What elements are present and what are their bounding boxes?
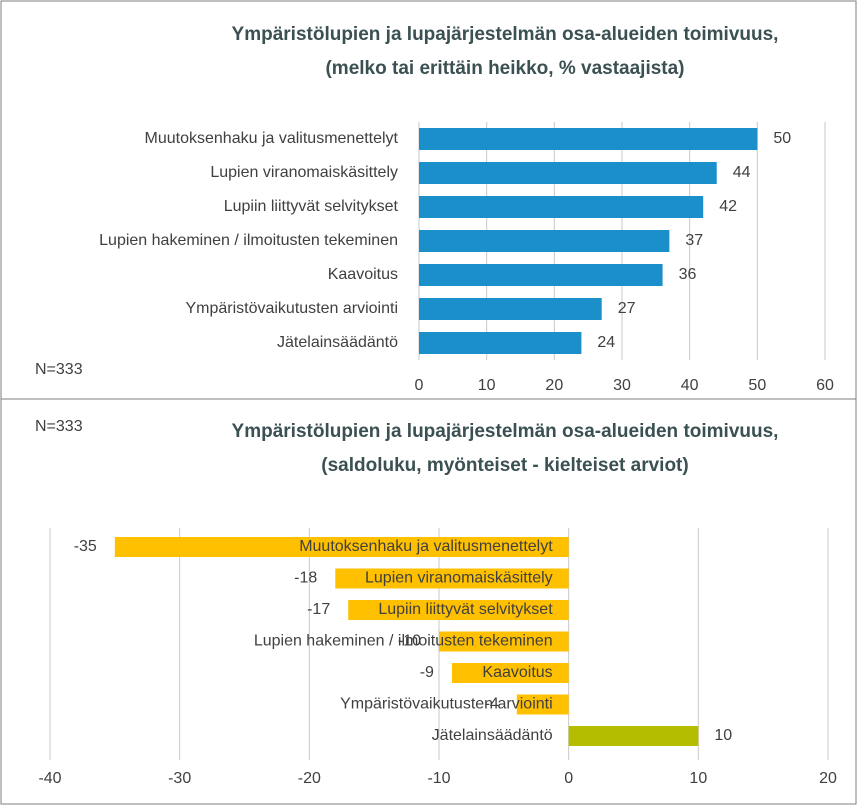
- x-tick-label: 0: [415, 377, 424, 394]
- annotation: N=333: [35, 418, 83, 435]
- value-label: -35: [74, 538, 97, 555]
- bar: [114, 537, 569, 557]
- x-tick-label: -10: [427, 770, 450, 787]
- value-label: 24: [597, 334, 615, 351]
- value-label: -9: [420, 664, 434, 681]
- value-label: 50: [773, 130, 791, 147]
- category-label: Lupiin liittyvät selvitykset: [224, 198, 399, 215]
- category-label: Lupien hakeminen / ilmoitusten tekeminen: [99, 232, 398, 249]
- x-tick-label: -20: [298, 770, 321, 787]
- chart-subtitle: (melko tai erittäin heikko, % vastaajist…: [325, 58, 684, 79]
- category-label: Jätelainsäädäntö: [432, 727, 553, 744]
- bar: [439, 631, 569, 652]
- x-tick-label: -30: [168, 770, 191, 787]
- category-label: Lupien viranomaiskäsittely: [365, 570, 553, 587]
- category-label: Kaavoitus: [482, 664, 552, 681]
- category-label: Jätelainsäädäntö: [277, 334, 398, 351]
- bar: [568, 726, 699, 746]
- value-label: 36: [679, 266, 697, 283]
- category-label: Muutoksenhaku ja valitusmenettelyt: [145, 130, 399, 147]
- bar: [419, 196, 704, 218]
- x-tick-label: 40: [681, 377, 699, 394]
- x-tick-label: 30: [613, 377, 631, 394]
- category-label: Ympäristövaikutusten arviointi: [185, 300, 398, 317]
- x-tick-label: 20: [545, 377, 563, 394]
- value-label: 27: [618, 300, 636, 317]
- x-tick-label: 50: [748, 377, 766, 394]
- bar: [348, 600, 569, 620]
- x-tick-label: 0: [564, 770, 573, 787]
- value-label: 42: [719, 198, 737, 215]
- bar: [419, 332, 582, 354]
- value-label: -4: [485, 696, 499, 713]
- bar: [335, 568, 569, 589]
- bar: [516, 694, 569, 715]
- bar: [419, 128, 758, 150]
- bar: [419, 230, 670, 252]
- x-tick-label: 10: [478, 377, 496, 394]
- value-label: 10: [714, 727, 732, 744]
- category-label: Lupien hakeminen / ilmoitusten tekeminen: [254, 633, 553, 650]
- category-label: Lupiin liittyvät selvitykset: [378, 601, 553, 618]
- chart-title: Ympäristölupien ja lupajärjestelmän osa-…: [232, 421, 779, 442]
- category-label: Muutoksenhaku ja valitusmenettelyt: [299, 538, 553, 555]
- x-tick-label: 20: [819, 770, 837, 787]
- x-tick-label: 10: [689, 770, 707, 787]
- x-tick-label: -40: [38, 770, 61, 787]
- x-tick-label: 60: [816, 377, 834, 394]
- bar: [419, 264, 663, 286]
- value-label: -10: [398, 633, 421, 650]
- category-label: Ympäristövaikutusten arviointi: [340, 696, 553, 713]
- chart-title: Ympäristölupien ja lupajärjestelmän osa-…: [232, 24, 779, 45]
- annotation: N=333: [35, 361, 83, 378]
- chart-subtitle: (saldoluku, myönteiset - kielteiset arvi…: [321, 455, 688, 476]
- value-label: -18: [294, 570, 317, 587]
- category-label: Lupien viranomaiskäsittely: [210, 164, 398, 181]
- value-label: -17: [307, 601, 330, 618]
- value-label: 37: [685, 232, 703, 249]
- bar: [451, 663, 569, 683]
- bar: [419, 162, 717, 184]
- value-label: 44: [733, 164, 751, 181]
- bar: [419, 298, 602, 320]
- category-label: Kaavoitus: [328, 266, 398, 283]
